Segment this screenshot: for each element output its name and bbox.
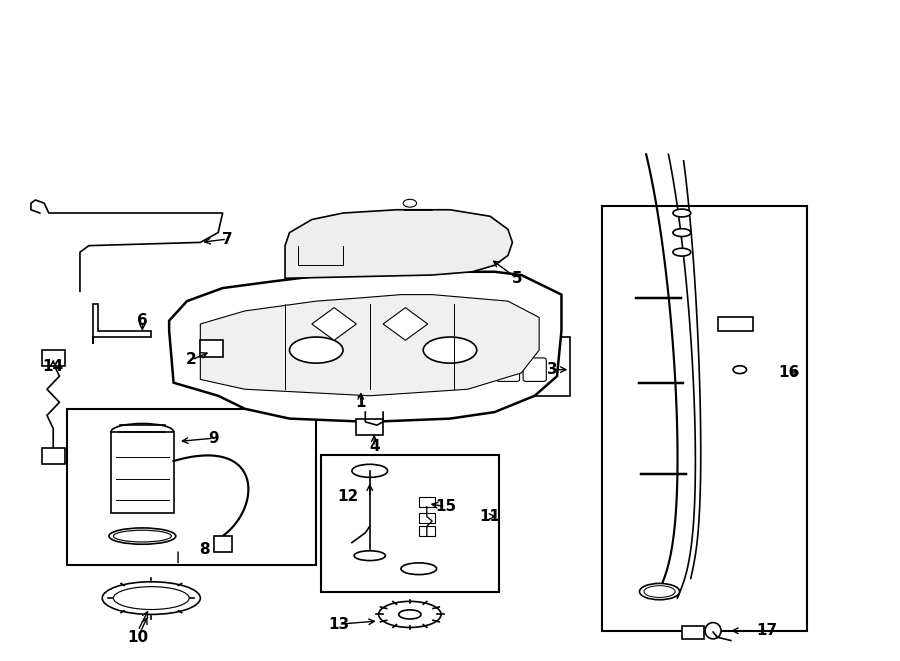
Ellipse shape xyxy=(673,249,691,256)
Bar xyxy=(418,513,435,523)
Ellipse shape xyxy=(705,623,721,639)
Bar xyxy=(682,625,704,639)
FancyBboxPatch shape xyxy=(67,408,316,565)
Polygon shape xyxy=(201,295,539,396)
Bar xyxy=(41,350,65,366)
Text: 4: 4 xyxy=(369,439,380,454)
Ellipse shape xyxy=(644,586,675,598)
Ellipse shape xyxy=(423,337,477,363)
FancyBboxPatch shape xyxy=(356,418,383,435)
Bar xyxy=(41,448,65,464)
Ellipse shape xyxy=(379,602,441,627)
Ellipse shape xyxy=(354,551,385,561)
Text: 12: 12 xyxy=(337,489,358,504)
Bar xyxy=(418,497,435,507)
Polygon shape xyxy=(311,307,356,340)
Text: 9: 9 xyxy=(209,431,219,446)
Ellipse shape xyxy=(640,584,680,600)
Ellipse shape xyxy=(673,229,691,237)
FancyBboxPatch shape xyxy=(601,206,806,631)
Bar xyxy=(418,526,435,536)
Text: 7: 7 xyxy=(221,231,232,247)
Text: 11: 11 xyxy=(480,509,500,524)
Ellipse shape xyxy=(352,464,388,477)
Polygon shape xyxy=(717,317,753,330)
FancyBboxPatch shape xyxy=(497,358,519,381)
Text: 16: 16 xyxy=(778,366,799,381)
Ellipse shape xyxy=(290,337,343,363)
Ellipse shape xyxy=(112,424,174,440)
Bar xyxy=(112,432,174,513)
Text: 17: 17 xyxy=(756,623,777,639)
Ellipse shape xyxy=(399,610,421,619)
Polygon shape xyxy=(169,265,562,422)
FancyBboxPatch shape xyxy=(482,337,571,396)
Text: 15: 15 xyxy=(435,499,456,514)
Text: 14: 14 xyxy=(42,359,64,374)
FancyBboxPatch shape xyxy=(523,358,546,381)
FancyBboxPatch shape xyxy=(320,455,499,592)
Ellipse shape xyxy=(734,366,746,373)
Ellipse shape xyxy=(403,200,417,207)
Ellipse shape xyxy=(673,209,691,217)
Ellipse shape xyxy=(401,563,436,574)
Ellipse shape xyxy=(103,582,201,615)
Text: 10: 10 xyxy=(128,630,148,644)
Polygon shape xyxy=(285,210,512,278)
Text: 1: 1 xyxy=(356,395,366,410)
Ellipse shape xyxy=(113,587,189,609)
Text: 5: 5 xyxy=(511,271,522,286)
Text: 3: 3 xyxy=(547,362,558,377)
Polygon shape xyxy=(383,307,427,340)
Polygon shape xyxy=(94,305,151,344)
Text: 6: 6 xyxy=(137,313,148,329)
Text: 13: 13 xyxy=(328,617,349,632)
Text: 2: 2 xyxy=(186,352,197,368)
Bar xyxy=(201,340,222,356)
FancyBboxPatch shape xyxy=(213,536,231,553)
Ellipse shape xyxy=(113,530,171,542)
Ellipse shape xyxy=(109,528,176,544)
Text: 8: 8 xyxy=(200,541,210,557)
